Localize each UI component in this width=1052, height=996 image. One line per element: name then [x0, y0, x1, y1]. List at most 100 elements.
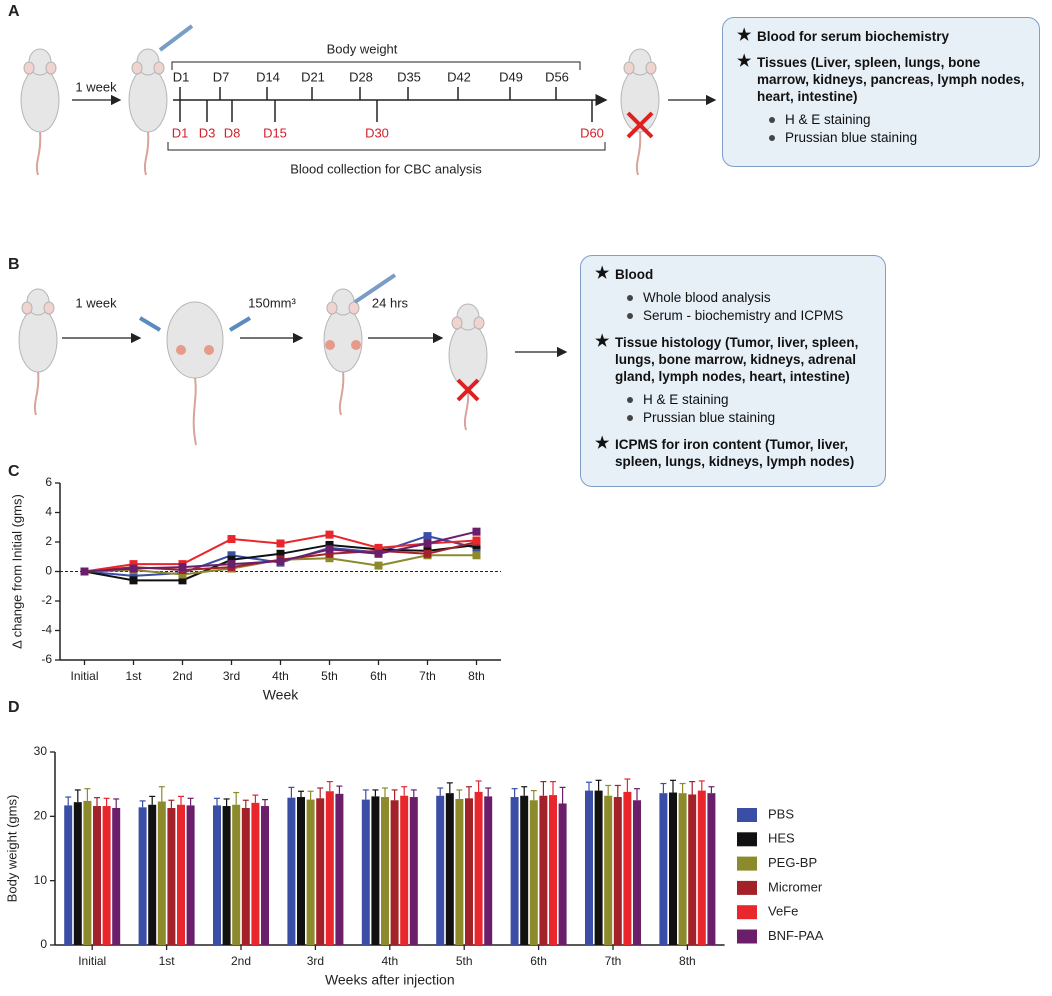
bar [102, 806, 111, 945]
outcome-item: H & E staining [595, 391, 871, 409]
outcome-item: Prussian blue staining [737, 129, 1025, 147]
point [129, 560, 138, 569]
point [276, 539, 285, 548]
point [178, 570, 187, 579]
bar [381, 797, 389, 945]
bar [297, 797, 305, 945]
legend-label: PBS [768, 806, 794, 821]
legend-swatch [737, 856, 757, 871]
bar [549, 795, 557, 945]
x-tick-label: 6th [370, 669, 387, 683]
bar [371, 796, 380, 945]
bracket-label: Blood collection for CBC analysis [290, 161, 482, 176]
x-tick-label: 5th [456, 954, 473, 968]
panel-label: C [8, 463, 20, 480]
y-tick-label: 30 [34, 744, 48, 758]
bar [361, 799, 370, 945]
day-label: D15 [263, 125, 287, 140]
legend-label: HES [768, 831, 795, 846]
point [374, 561, 383, 570]
outcome-title: Tissues (Liver, spleen, lungs, bone marr… [737, 53, 1025, 105]
legend-label: VeFe [768, 904, 798, 919]
bar [222, 806, 231, 945]
bar [241, 807, 250, 945]
bar [678, 793, 687, 945]
y-tick-label: 4 [45, 505, 52, 519]
bar [688, 794, 697, 945]
bar [707, 793, 716, 945]
legend-label: Micromer [768, 879, 823, 894]
day-label: D49 [499, 69, 523, 84]
bar [112, 807, 121, 945]
x-tick-label: 4th [381, 954, 398, 968]
x-tick-label: 3rd [223, 669, 240, 683]
outcome-title: Blood for serum biochemistry [737, 27, 1025, 45]
x-tick-label: 4th [272, 669, 289, 683]
outcome-title: Tissue histology (Tumor, liver, spleen, … [595, 333, 871, 385]
bracket-label: Body weight [327, 41, 398, 56]
legend-label: PEG-BP [768, 855, 817, 870]
point [325, 540, 334, 549]
day-label: D1 [172, 125, 189, 140]
y-tick-label: 10 [34, 873, 48, 887]
point [129, 564, 138, 573]
outcome-item: Serum - biochemistry and ICPMS [595, 307, 871, 325]
day-label: D56 [545, 69, 569, 84]
panel-label: B [8, 256, 20, 273]
bar [400, 795, 409, 945]
y-tick-label: 2 [45, 534, 52, 548]
point [227, 560, 236, 569]
x-tick-label: 5th [321, 669, 338, 683]
bar [539, 795, 548, 945]
point [423, 549, 432, 558]
outcome-box: Blood for serum biochemistry Tissues (Liv… [722, 17, 1040, 167]
bar [335, 793, 344, 945]
panel-b-art [18, 273, 568, 446]
point [325, 549, 334, 558]
day-label: D8 [224, 125, 241, 140]
x-tick-label: Initial [78, 954, 106, 968]
x-axis-label: Weeks after injection [325, 972, 455, 988]
bar [186, 805, 195, 945]
bar [287, 797, 296, 945]
bar [594, 790, 603, 945]
day-label: D42 [447, 69, 471, 84]
day-label: D1 [173, 69, 190, 84]
bar [436, 795, 445, 945]
bar [177, 804, 185, 945]
point [227, 535, 236, 544]
point [325, 530, 334, 539]
y-tick-label: 0 [40, 937, 47, 951]
point [472, 527, 481, 536]
step-label: 1 week [75, 295, 117, 310]
panel-a-art [20, 24, 717, 176]
outcome: ICPMS for iron content (Tumor, liver, sp… [595, 435, 871, 470]
day-label: D7 [213, 69, 230, 84]
bar [669, 792, 677, 945]
x-axis-label: Week [263, 687, 300, 703]
bar [445, 793, 454, 945]
day-label: D60 [580, 125, 604, 140]
outcome-item: Whole blood analysis [595, 289, 871, 307]
bar [93, 806, 101, 945]
interval-label: 1 week [75, 79, 117, 94]
point [227, 555, 236, 564]
step-label: 150mm³ [248, 295, 296, 310]
point [423, 532, 432, 541]
point [472, 536, 481, 545]
x-tick-label: 3rd [307, 954, 324, 968]
point [276, 549, 285, 558]
x-tick-label: 7th [605, 954, 622, 968]
bar [633, 800, 641, 945]
y-tick-label: -4 [41, 623, 52, 637]
bar [529, 800, 538, 945]
point [325, 545, 334, 554]
panel-label: A [8, 3, 20, 20]
y-tick-label: 6 [45, 475, 52, 489]
point [129, 576, 138, 585]
bar [558, 803, 567, 945]
bar [409, 797, 418, 945]
